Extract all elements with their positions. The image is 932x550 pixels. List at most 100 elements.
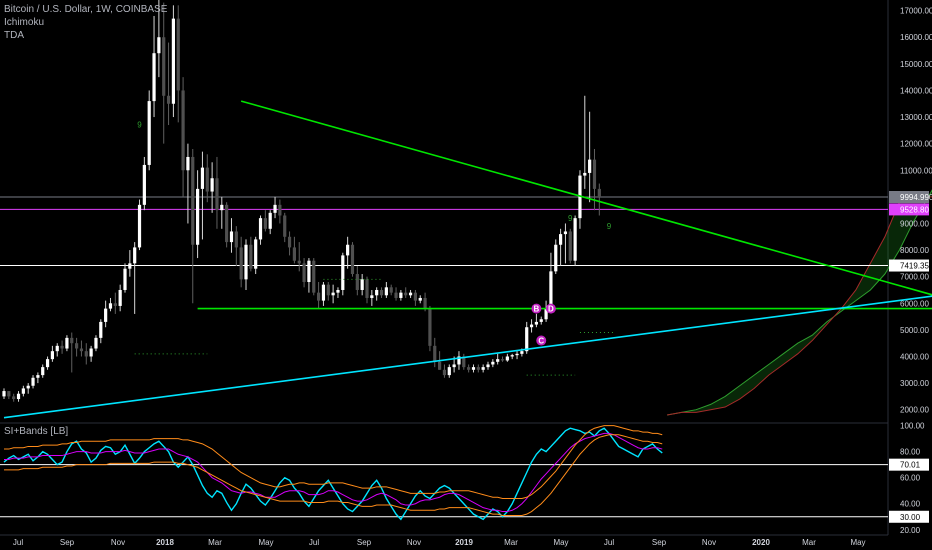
candle-body [137,204,142,248]
candle-body [404,292,408,296]
candle-body [249,244,253,269]
candle-body [510,355,514,357]
time-tick-label: Mar [504,538,518,547]
candle-body [423,297,427,309]
candle-body [283,215,287,237]
candle-body [365,279,369,298]
candle-body [75,343,79,349]
oscillator-badge-label: 30.00 [900,513,921,522]
candle-body [128,263,132,269]
oscillator-badge [889,458,929,471]
indicator-ichimoku-label[interactable]: Ichimoku [4,17,45,28]
price-tick-label: 7000.00 [900,273,929,282]
candle-body [350,244,355,275]
candle-body [312,260,316,293]
candle-body [408,292,413,296]
price-tick-label: 3000.00 [900,379,929,388]
symbol-title: Bitcoin / U.S. Dollar, 1W, COINBASE [4,4,168,15]
oscillator-title[interactable]: SI+Bands [LB] [4,426,69,437]
candle-body [268,212,272,229]
candle-body [181,90,185,171]
candle-body [142,164,146,205]
price-tick-label: 17000.00 [900,7,932,16]
candle-body [534,321,538,325]
price-tick-label: 13000.00 [900,113,932,122]
candle-body [341,255,345,290]
price-tick-label: 5000.00 [900,326,929,335]
candle-body [544,308,548,320]
candle-body [413,292,417,301]
price-badge-label: 9528.80 [900,205,929,214]
candle-body [428,308,432,346]
trend-line [240,100,932,296]
candle-body [186,156,190,171]
td-count-label: 9 [568,214,573,223]
time-tick-label: Mar [802,538,816,547]
oscillator-series-line [3,427,663,521]
candle-body [331,292,335,296]
candle-body [491,361,495,365]
candle-body [113,303,117,306]
candle-body [215,178,219,211]
candle-body [123,268,127,290]
candle-body [70,337,74,344]
candle-body [597,188,601,198]
oscillator-badge [889,510,929,523]
ichimoku-span-a [666,189,932,416]
candle-body [133,247,137,264]
candle-body [452,364,456,368]
price-badge [889,203,929,216]
ichimoku-span-b [666,196,932,416]
candle-body [302,263,306,282]
candle-body [108,303,113,309]
candle-body [559,234,563,245]
oscillator-tick-label: 100.00 [900,422,925,431]
candle-body [360,279,364,290]
price-tick-label: 4000.00 [900,352,929,361]
price-tick-label: 9000.00 [900,219,929,228]
oscillator-series-line [4,425,663,500]
price-tick-label: 15000.00 [900,60,932,69]
oscillator-legend: SI+Bands [LB] [4,425,68,438]
price-tick-label: 6000.00 [900,299,929,308]
candle-body [573,218,577,261]
candle-body [239,247,243,280]
candle-body [583,172,587,176]
candle-body [384,287,388,296]
indicator-tda-label[interactable]: TDA [4,30,24,41]
candle-body [147,101,151,165]
candle-body [244,244,248,280]
candle-body [60,345,64,349]
candle-body [55,345,59,352]
candle-body [7,391,11,397]
pattern-label-d: D [548,305,554,314]
trend-line [3,295,932,419]
candle-body [462,356,466,368]
time-tick-label: May [850,538,865,547]
candle-body [433,345,437,362]
candle-body [379,289,384,296]
candle-body [467,367,471,370]
time-tick-label: Nov [407,538,421,547]
pattern-label-b: B [534,305,540,314]
candle-body [220,204,224,211]
candle-body [152,53,156,102]
candle-body [225,204,229,243]
price-tick-label: 14000.00 [900,86,932,95]
candle-body [254,239,258,269]
candle-body [162,37,166,96]
pattern-point-d [545,303,556,314]
candle-body [563,231,568,235]
candle-body [326,284,330,296]
candle-body [549,271,553,309]
time-tick-label: Jul [13,538,23,547]
candle-body [36,375,40,378]
candle-body [171,18,175,104]
candle-body [336,289,340,293]
oscillator-tick-label: 80.00 [900,448,921,457]
candle-body [104,308,108,322]
price-tick-label: 11000.00 [900,166,932,175]
candle-body [278,204,282,216]
candle-body [166,95,171,104]
candle-body [196,188,200,245]
